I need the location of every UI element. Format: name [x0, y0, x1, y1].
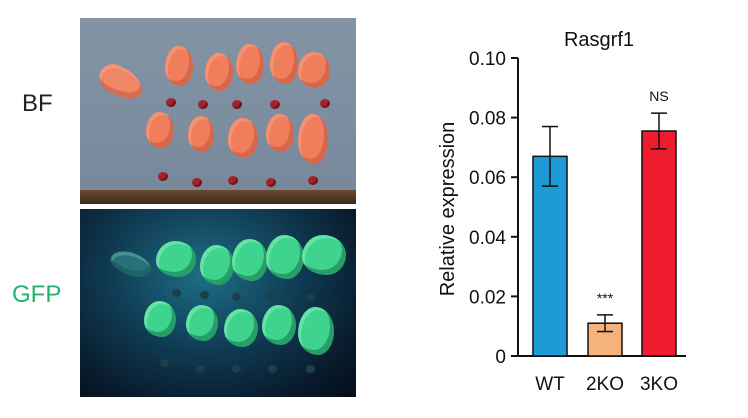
placenta [308, 176, 318, 185]
placenta [198, 100, 208, 109]
placenta [232, 100, 242, 109]
placenta [172, 289, 181, 297]
embryo [262, 305, 296, 345]
embryo [298, 307, 334, 355]
placenta [270, 100, 280, 109]
placenta [200, 291, 209, 299]
embryo [298, 52, 330, 88]
y-tick-label: 0.08 [469, 109, 506, 130]
placenta [158, 172, 168, 181]
placenta [306, 293, 315, 301]
placenta [228, 176, 238, 185]
placenta [232, 365, 241, 373]
gfp-panel-label: GFP [12, 281, 62, 308]
y-tick-label: 0.10 [469, 49, 506, 70]
embryo [144, 301, 176, 337]
placenta [192, 178, 202, 187]
placenta [306, 365, 315, 373]
embryo [270, 42, 298, 84]
embryo [298, 114, 328, 164]
embryo [188, 116, 214, 152]
bf-panel-label: BF [22, 90, 53, 117]
y-tick-label: 0 [495, 347, 506, 368]
placenta [266, 293, 275, 301]
placenta [160, 359, 169, 367]
bright-field-photo [80, 18, 356, 204]
y-axis-label: Relative expression [437, 122, 459, 297]
placenta [196, 365, 205, 373]
chart-title: Rasgrf1 [564, 29, 634, 51]
placenta [232, 293, 241, 301]
x-tick-label: 3KO [640, 374, 678, 395]
embryo [186, 305, 218, 341]
embryo [165, 46, 193, 86]
x-tick-label: WT [535, 374, 565, 395]
placenta [166, 98, 176, 107]
y-tick-label: 0.02 [469, 287, 506, 308]
embryo [266, 114, 294, 152]
embryo [156, 241, 196, 277]
placenta [320, 99, 330, 108]
embryo [200, 245, 234, 285]
x-tick-label: 2KO [586, 374, 624, 395]
embryo [146, 112, 174, 148]
embryo [228, 118, 258, 158]
embryo [302, 235, 346, 275]
embryo [266, 235, 304, 279]
placenta [268, 365, 277, 373]
bar-3ko [641, 130, 677, 357]
gfp-fluorescence-photo [80, 209, 356, 397]
significance-label: NS [649, 88, 668, 104]
embryo [205, 53, 233, 91]
photo-shelf [80, 190, 356, 204]
embryo [224, 309, 258, 347]
placenta [266, 178, 276, 187]
embryo [232, 239, 268, 281]
embryo [236, 44, 264, 84]
significance-label: *** [597, 290, 614, 306]
y-tick-label: 0.04 [469, 228, 506, 249]
y-tick-label: 0.06 [469, 168, 506, 189]
